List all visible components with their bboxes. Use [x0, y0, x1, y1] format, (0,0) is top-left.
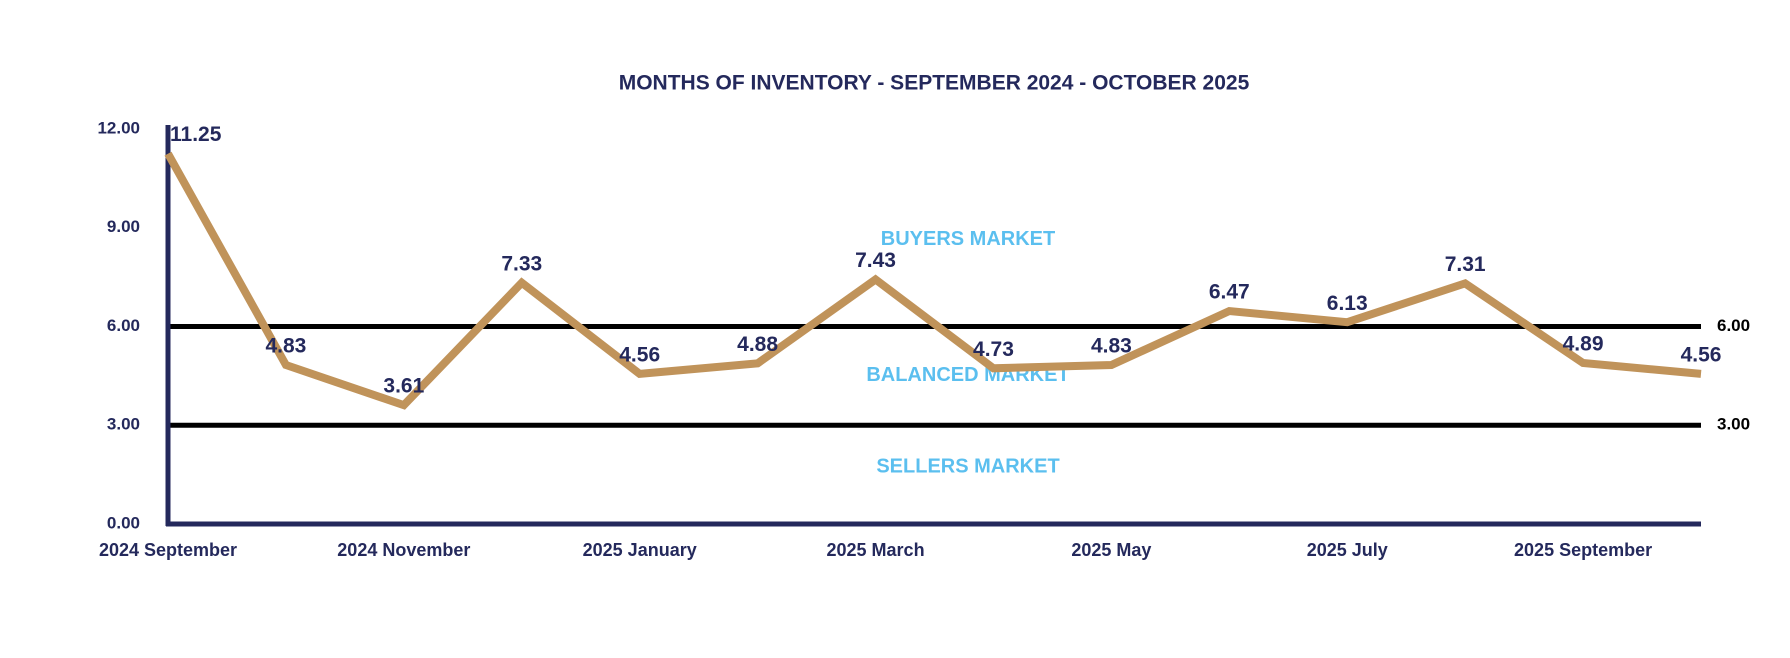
- zone-label: BUYERS MARKET: [881, 228, 1055, 250]
- value-label: 4.56: [1681, 343, 1722, 366]
- x-tick-label: 2024 September: [99, 540, 237, 560]
- x-tick-label: 2025 March: [827, 540, 925, 560]
- y-tick-label: 0.00: [107, 513, 140, 532]
- reference-label: 6.00: [1717, 316, 1750, 335]
- value-label: 4.89: [1563, 333, 1604, 356]
- y-tick-label: 3.00: [107, 415, 140, 434]
- chart-title: MONTHS OF INVENTORY - SEPTEMBER 2024 - O…: [619, 72, 1250, 95]
- x-tick-label: 2025 September: [1514, 540, 1652, 560]
- y-tick-label: 9.00: [107, 217, 140, 236]
- x-tick-label: 2025 January: [583, 540, 697, 560]
- y-tick-label: 6.00: [107, 316, 140, 335]
- value-label: 11.25: [170, 123, 222, 146]
- value-label: 3.61: [383, 375, 424, 398]
- value-label: 7.43: [855, 249, 896, 272]
- value-label: 7.31: [1445, 253, 1486, 276]
- value-label: 6.47: [1209, 281, 1250, 304]
- value-label: 6.13: [1327, 292, 1368, 315]
- y-tick-label: 12.00: [97, 118, 140, 137]
- value-label: 4.73: [973, 338, 1014, 361]
- x-tick-label: 2024 November: [337, 540, 470, 560]
- value-label: 4.83: [1091, 335, 1132, 358]
- value-label: 4.83: [265, 335, 306, 358]
- zone-label: SELLERS MARKET: [876, 456, 1059, 478]
- value-label: 7.33: [501, 252, 542, 275]
- data-line: [164, 151, 1702, 410]
- value-label: 4.56: [619, 343, 660, 366]
- reference-label: 3.00: [1717, 415, 1750, 434]
- value-label: 4.88: [737, 333, 778, 356]
- x-tick-label: 2025 July: [1307, 540, 1388, 560]
- x-tick-label: 2025 May: [1071, 540, 1151, 560]
